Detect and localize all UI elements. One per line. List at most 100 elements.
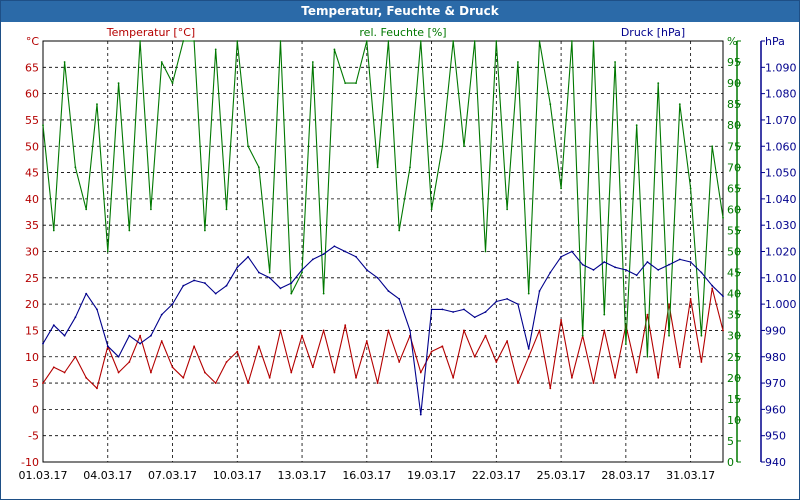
pressure-data-point: [85, 292, 88, 295]
pressure-tick-label: hPa: [765, 35, 785, 48]
pressure-data-point: [301, 269, 303, 271]
humidity-data-point: [517, 61, 519, 63]
humidity-tick-label: 30: [727, 330, 741, 343]
temperature-data-point: [311, 366, 314, 369]
pressure-data-point: [355, 255, 357, 258]
humidity-data-point: [150, 208, 152, 211]
pressure-data-point: [214, 292, 217, 295]
humidity-tick-label: 85: [727, 98, 741, 111]
temp-tick-label: 60: [25, 88, 39, 101]
pressure-data-point: [344, 250, 347, 253]
temperature-data-point: [279, 329, 282, 332]
humidity-tick-label: 10: [727, 414, 741, 427]
pressure-data-point: [333, 245, 336, 248]
temperature-data-point: [538, 329, 541, 332]
temperature-data-point: [657, 376, 660, 379]
humidity-data-point: [182, 40, 185, 42]
temperature-data-point: [171, 366, 174, 369]
humidity-data-point: [441, 145, 444, 148]
temperature-data-point: [570, 376, 573, 379]
temperature-data-point: [301, 334, 303, 337]
x-tick-label: 28.03.17: [601, 469, 650, 482]
humidity-data-point: [193, 40, 196, 42]
temperature-data-point: [592, 382, 595, 384]
pressure-data-point: [74, 316, 77, 319]
temperature-data-point: [419, 371, 422, 374]
humidity-data-point: [268, 271, 271, 274]
pressure-data-point: [495, 300, 498, 303]
pressure-tick-label: 940: [765, 456, 786, 469]
window-title: Temperatur, Feuchte & Druck: [1, 1, 799, 22]
temperature-data-point: [344, 324, 347, 327]
temp-tick-label: 50: [25, 140, 39, 153]
humidity-axis-title: rel. Feuchte [%]: [359, 26, 446, 39]
temperature-data-point: [85, 376, 88, 379]
humidity-tick-label: 55: [727, 224, 741, 237]
temperature-data-point: [722, 329, 724, 332]
humidity-data-point: [624, 343, 627, 346]
pressure-data-point: [322, 253, 325, 256]
humidity-data-point: [74, 166, 77, 169]
temperature-data-point: [517, 382, 519, 384]
temperature-data-point: [150, 371, 152, 374]
humidity-data-point: [344, 82, 347, 84]
humidity-data-point: [160, 61, 163, 63]
humidity-data-point: [311, 61, 314, 63]
temperature-data-point: [387, 329, 390, 332]
humidity-data-point: [668, 334, 670, 337]
humidity-data-point: [581, 334, 584, 337]
pressure-data-point: [63, 334, 66, 337]
humidity-tick-label: 95: [727, 56, 741, 69]
humidity-data-point: [290, 292, 293, 295]
pressure-data-point: [409, 329, 411, 332]
axis-labels: Temperatur [°C] rel. Feuchte [%] Druck [hP…: [106, 26, 685, 39]
humidity-data-point: [204, 229, 206, 232]
temperature-data-point: [495, 361, 498, 363]
pressure-tick-label: 960: [765, 403, 786, 416]
humidity-data-point: [646, 355, 649, 358]
pressure-tick-label: 1.000: [765, 298, 797, 311]
humidity-data-point: [42, 124, 44, 127]
temperature-data-point: [463, 329, 465, 332]
temperature-data-point: [193, 345, 196, 348]
pressure-data-point: [527, 347, 530, 350]
pressure-data-point: [96, 308, 98, 311]
temperature-data-point: [452, 376, 455, 379]
temperature-data-point: [711, 287, 714, 290]
humidity-tick-label: 65: [727, 182, 741, 195]
temperature-data-point: [441, 345, 444, 348]
temp-tick-label: 65: [25, 61, 39, 74]
humidity-data-point: [117, 82, 120, 84]
temperature-data-point: [506, 340, 509, 342]
x-tick-label: 04.03.17: [83, 469, 132, 482]
humidity-tick-label: 70: [727, 161, 741, 174]
pressure-data-point: [193, 279, 196, 282]
temperature-data-point: [247, 382, 249, 384]
axes: °C65605550454035302520151050-5-10%959085…: [19, 35, 797, 482]
temperature-data-point: [290, 371, 293, 374]
temp-tick-label: °C: [26, 35, 40, 48]
pressure-data-point: [42, 342, 44, 345]
pressure-tick-label: 1.060: [765, 140, 797, 153]
humidity-tick-label: 90: [727, 77, 741, 90]
humidity-data-point: [225, 208, 228, 211]
pressure-data-point: [646, 261, 649, 263]
temperature-data-point: [139, 334, 142, 337]
temperature-data-point: [678, 366, 681, 369]
pressure-data-point: [430, 308, 433, 311]
temperature-data-point: [614, 376, 616, 379]
temperature-data-point: [689, 297, 692, 300]
humidity-data-point: [678, 103, 681, 106]
humidity-data-point: [463, 145, 465, 148]
pressure-tick-label: 1.070: [765, 114, 797, 127]
temperature-data-point: [52, 366, 55, 369]
pressure-data-point: [722, 295, 724, 298]
pressure-data-point: [268, 276, 271, 279]
humidity-data-point: [527, 292, 530, 295]
temperature-data-point: [668, 303, 670, 306]
humidity-data-point: [549, 103, 552, 106]
temp-tick-label: 35: [25, 219, 39, 232]
x-tick-label: 01.03.17: [19, 469, 68, 482]
temperature-data-point: [365, 340, 368, 342]
